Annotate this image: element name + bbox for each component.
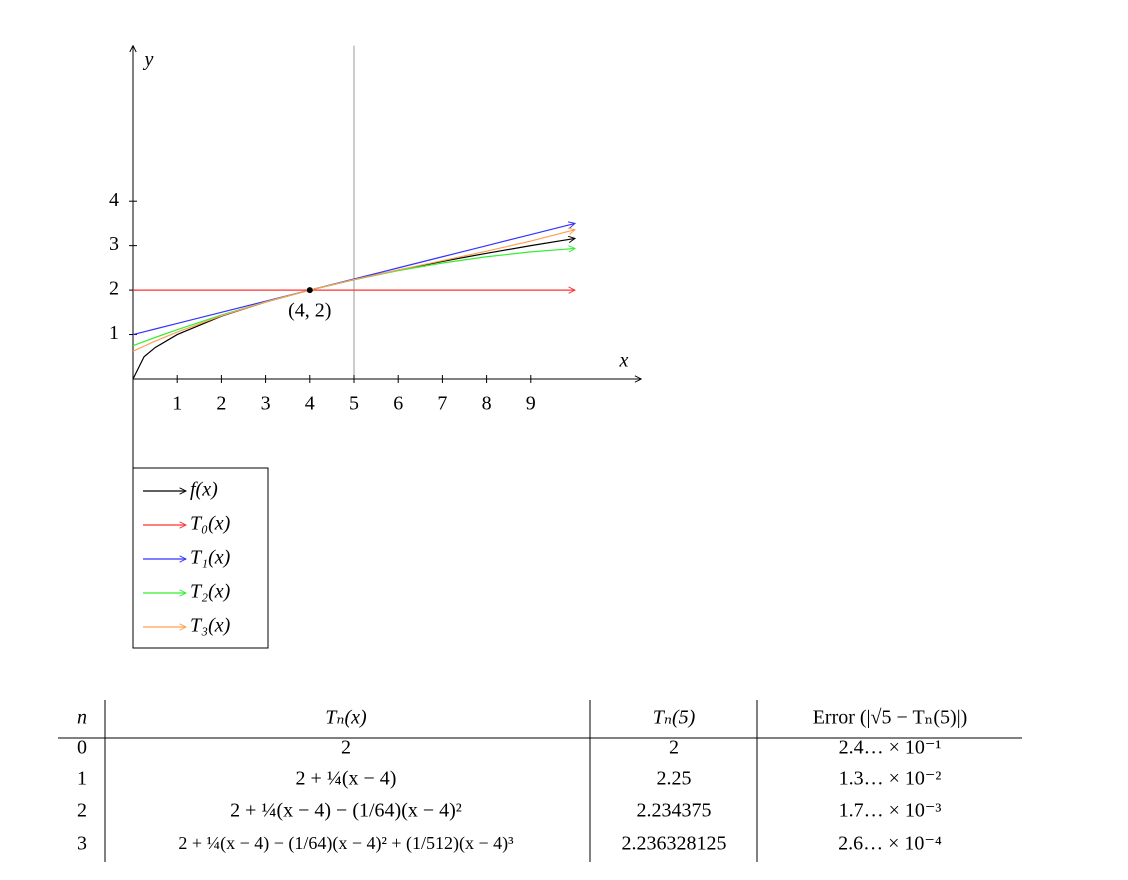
x-tick-label: 8	[482, 393, 492, 415]
table-cell: 2 + ¼(x − 4) − (1/64)(x − 4)²	[230, 800, 462, 822]
table-cell: 2.236328125	[622, 833, 727, 855]
table-cell: 2	[341, 737, 351, 759]
x-tick-label: 3	[261, 393, 271, 415]
table-cell: 2 + ¼(x − 4) − (1/64)(x − 4)² + (1/512)(…	[178, 833, 514, 854]
table-cell: 1.7… × 10⁻³	[839, 800, 942, 822]
legend-label: f(x)	[190, 479, 218, 501]
point-label: (4, 2)	[288, 300, 331, 322]
table-header: Error (|√5 − Tₙ(5)|)	[813, 707, 968, 729]
table-cell: 1	[77, 768, 87, 790]
y-tick-label: 1	[109, 322, 119, 344]
y-tick-label: 3	[109, 233, 119, 255]
legend-label: T₃(x)	[190, 615, 231, 637]
table-cell: 2 + ¼(x − 4)	[296, 768, 397, 790]
table-cell: 0	[77, 737, 87, 759]
x-tick-label: 2	[216, 393, 226, 415]
x-axis-label: x	[619, 350, 629, 372]
x-tick-label: 1	[172, 393, 182, 415]
table-cell: 3	[77, 833, 87, 855]
table-header: Tₙ(x)	[325, 707, 367, 729]
table-header: n	[77, 707, 87, 729]
table-header: Tₙ(5)	[653, 707, 696, 729]
x-tick-label: 6	[393, 393, 403, 415]
point	[306, 287, 313, 294]
legend-label: T₁(x)	[190, 547, 231, 569]
table-cell: 2	[77, 800, 87, 822]
table-cell: 2	[669, 737, 679, 759]
x-tick-label: 7	[437, 393, 447, 415]
x-tick-label: 4	[305, 393, 315, 415]
table-cell: 1.3… × 10⁻²	[839, 768, 942, 790]
x-tick-label: 5	[349, 393, 359, 415]
y-tick-label: 2	[109, 278, 119, 300]
x-tick-label: 9	[526, 393, 536, 415]
table-cell: 2.4… × 10⁻¹	[839, 737, 942, 759]
table-cell: 2.234375	[637, 800, 712, 822]
legend-box	[132, 467, 269, 649]
legend-label: T₂(x)	[190, 581, 231, 603]
table-cell: 2.6… × 10⁻⁴	[838, 833, 942, 855]
legend-label: T₀(x)	[190, 513, 231, 535]
table-cell: 2.25	[657, 768, 692, 790]
y-tick-label: 4	[109, 189, 119, 211]
y-axis-label: y	[143, 49, 154, 71]
